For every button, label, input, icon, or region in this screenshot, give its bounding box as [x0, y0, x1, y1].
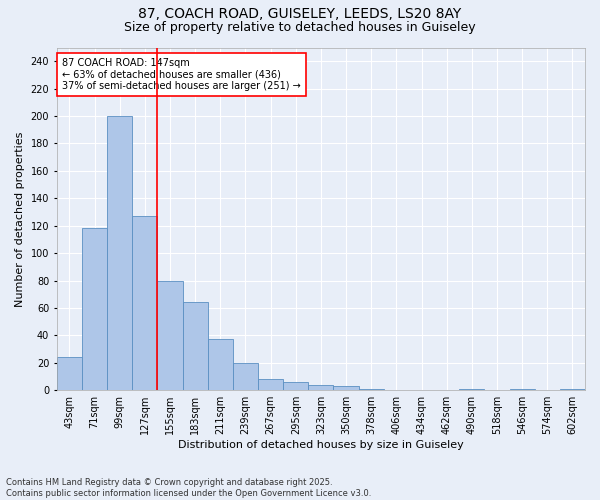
Bar — [157, 280, 182, 390]
Y-axis label: Number of detached properties: Number of detached properties — [15, 131, 25, 306]
Text: 87 COACH ROAD: 147sqm
← 63% of detached houses are smaller (436)
37% of semi-det: 87 COACH ROAD: 147sqm ← 63% of detached … — [62, 58, 301, 91]
Bar — [182, 302, 208, 390]
Text: Size of property relative to detached houses in Guiseley: Size of property relative to detached ho… — [124, 21, 476, 34]
Bar — [82, 228, 107, 390]
Bar — [57, 358, 82, 390]
Bar — [359, 389, 384, 390]
X-axis label: Distribution of detached houses by size in Guiseley: Distribution of detached houses by size … — [178, 440, 464, 450]
Bar — [208, 340, 233, 390]
Bar — [509, 389, 535, 390]
Bar — [334, 386, 359, 390]
Text: 87, COACH ROAD, GUISELEY, LEEDS, LS20 8AY: 87, COACH ROAD, GUISELEY, LEEDS, LS20 8A… — [139, 8, 461, 22]
Text: Contains HM Land Registry data © Crown copyright and database right 2025.
Contai: Contains HM Land Registry data © Crown c… — [6, 478, 371, 498]
Bar — [459, 389, 484, 390]
Bar — [258, 379, 283, 390]
Bar — [308, 384, 334, 390]
Bar — [132, 216, 157, 390]
Bar — [233, 363, 258, 390]
Bar — [560, 389, 585, 390]
Bar — [283, 382, 308, 390]
Bar — [107, 116, 132, 390]
